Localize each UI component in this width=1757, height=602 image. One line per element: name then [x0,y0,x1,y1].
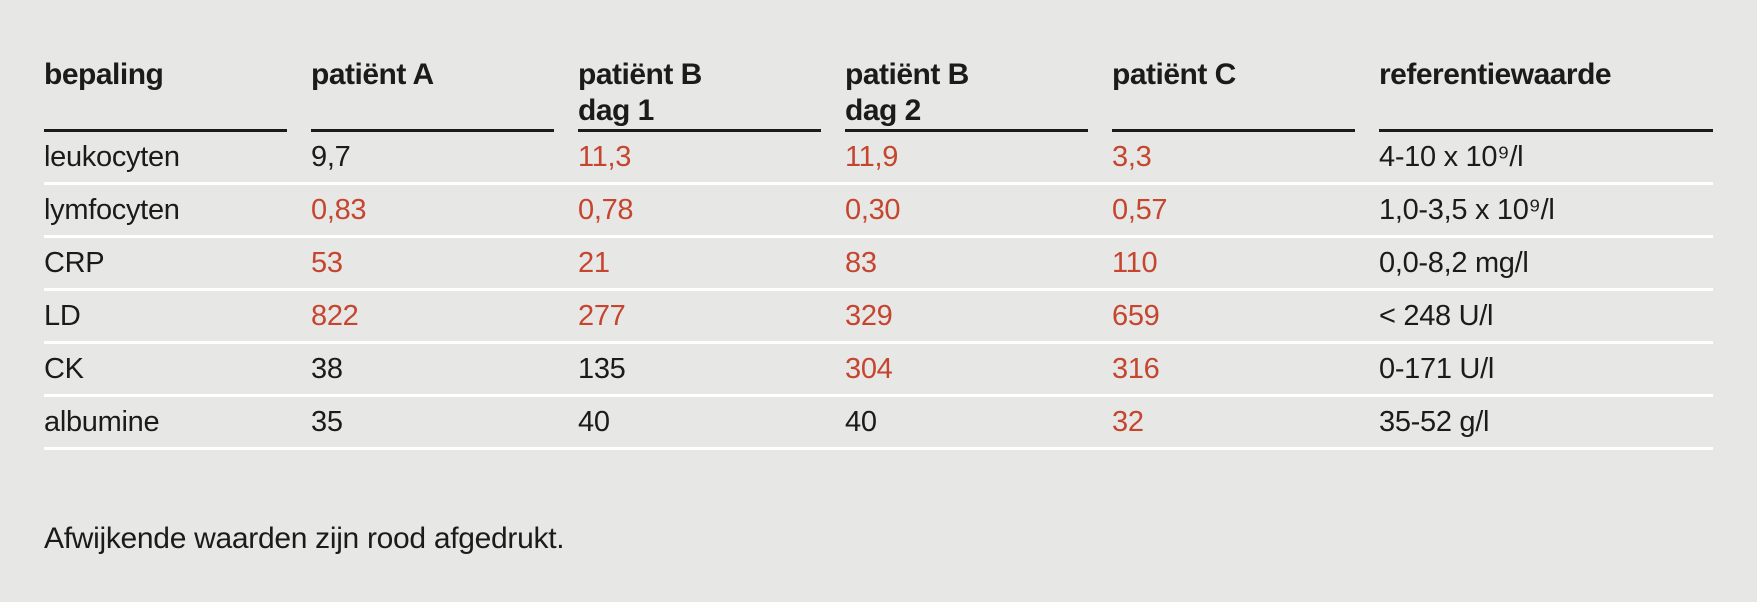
header-rule [311,129,554,132]
column-header-sublabel: dag 1 [578,94,654,127]
table-row-crp: CRP 53 21 83 110 0,0-8,2 mg/l [44,238,1713,291]
column-header-label: referentiewaarde [1379,58,1612,91]
header-rule [578,129,821,132]
header-rule [44,129,287,132]
column-header-bepaling: bepaling [44,57,311,132]
table-cell: 316 [1112,353,1160,385]
column-header-sublabel [44,93,311,94]
table-row-leukocyten: leukocyten 9,7 11,3 11,9 3,3 4-10 x 10⁹/… [44,132,1713,185]
table-header-row: bepaling patiënt A patiënt B dag 1 patië… [44,57,1713,132]
column-header-patient-a: patiënt A [311,57,578,132]
column-header-sublabel [1112,93,1379,94]
row-label: lymfocyten [44,194,180,226]
reference-cell: < 248 U/l [1379,300,1494,332]
table-cell: 9,7 [311,141,351,173]
column-header-label: bepaling [44,58,164,91]
table-cell: 11,9 [845,141,899,173]
column-header-patient-b-dag-1: patiënt B dag 1 [578,57,845,132]
table-row-ck: CK 38 135 304 316 0-171 U/l [44,344,1713,397]
header-rule [845,129,1088,132]
column-header-referentiewaarde: referentiewaarde [1379,57,1713,132]
table-cell: 0,57 [1112,194,1168,226]
table-cell: 21 [578,247,610,279]
table-cell: 35 [311,406,343,438]
table-cell: 3,3 [1112,141,1152,173]
reference-cell: 35-52 g/l [1379,406,1490,438]
table-cell: 822 [311,300,359,332]
table-cell: 0,83 [311,194,367,226]
table-row-lymfocyten: lymfocyten 0,83 0,78 0,30 0,57 1,0-3,5 x… [44,185,1713,238]
column-header-sublabel [311,93,578,94]
table-cell: 659 [1112,300,1160,332]
reference-cell: 0,0-8,2 mg/l [1379,247,1529,279]
table-cell: 304 [845,353,893,385]
column-header-patient-c: patiënt C [1112,57,1379,132]
table-cell: 329 [845,300,893,332]
table-cell: 0,78 [578,194,634,226]
table-cell: 11,3 [578,141,632,173]
footnote: Afwijkende waarden zijn rood afgedrukt. [44,522,565,555]
table-row-albumine: albumine 35 40 40 32 35-52 g/l [44,397,1713,450]
column-header-label: patiënt B [578,58,702,91]
table-cell: 32 [1112,406,1144,438]
row-label: leukocyten [44,141,180,173]
header-rule [1112,129,1355,132]
row-label: LD [44,300,81,332]
row-label: CK [44,353,84,385]
table-cell: 53 [311,247,343,279]
table-cell: 83 [845,247,877,279]
reference-cell: 4-10 x 10⁹/l [1379,141,1524,173]
table-cell: 0,30 [845,194,901,226]
table-cell: 40 [845,406,877,438]
column-header-sublabel [1379,93,1713,94]
row-label: albumine [44,406,160,438]
table-row-ld: LD 822 277 329 659 < 248 U/l [44,291,1713,344]
column-header-label: patiënt B [845,58,969,91]
row-label: CRP [44,247,105,279]
column-header-label: patiënt A [311,58,434,91]
lab-values-figure: bepaling patiënt A patiënt B dag 1 patië… [44,57,1713,555]
column-header-label: patiënt C [1112,58,1236,91]
column-header-sublabel: dag 2 [845,94,921,127]
table-cell: 110 [1112,247,1158,279]
reference-cell: 0-171 U/l [1379,353,1494,385]
reference-cell: 1,0-3,5 x 10⁹/l [1379,194,1555,226]
table-cell: 38 [311,353,343,385]
table-cell: 277 [578,300,626,332]
table-cell: 40 [578,406,610,438]
header-rule [1379,129,1713,132]
column-header-patient-b-dag-2: patiënt B dag 2 [845,57,1112,132]
table-cell: 135 [578,353,626,385]
